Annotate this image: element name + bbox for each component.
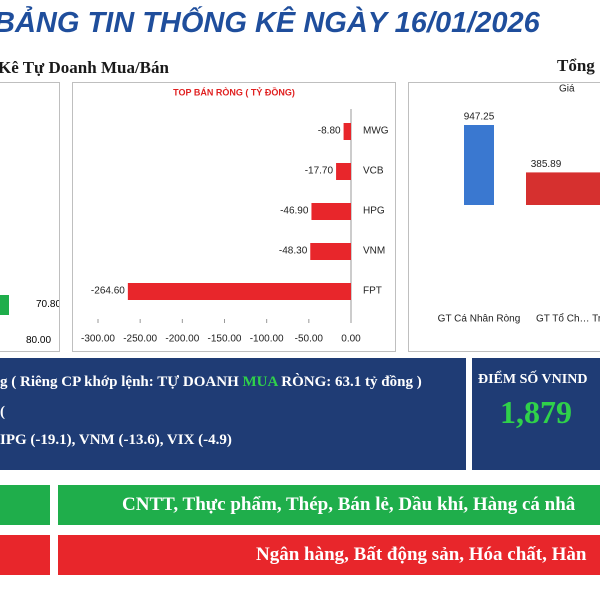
chart: Giá 947.25 GT Cá Nhân Ròng 385.89 GT Tổ Ch… … (438, 84, 600, 325)
center-panel: TOP BÁN RÒNG ( TỶ ĐỒNG) -300.00 -250.00 -20… (72, 82, 396, 352)
tag (0, 485, 50, 525)
chart-title: Giá (559, 84, 575, 95)
category-label: FPT (363, 286, 382, 297)
value-label: 70.80 (36, 299, 60, 310)
section-heading: Tổng (557, 56, 595, 75)
right-panel: Giá 947.25 GT Cá Nhân Ròng 385.89 GT Tổ Ch… … (408, 82, 600, 352)
x-tick-label: -250.00 (123, 334, 157, 345)
summary-line: g ( Riêng CP khớp lệnh: TỰ DOANH MUA RÒN… (0, 374, 422, 391)
sector-down: Ngân hàng, Bất động sản, Hóa chất, Hàn (58, 535, 600, 575)
text: g ( Riêng CP khớp lệnh: TỰ DOANH (0, 374, 243, 390)
text: RÒNG: 63.1 tỷ đồng ) (277, 374, 422, 390)
category-label: MWG (363, 126, 389, 137)
x-tick-label: -50.00 (295, 334, 324, 345)
value-label: 947.25 (464, 112, 495, 123)
index-value: 1,879 (500, 394, 572, 430)
x-tick-label: -100.00 (250, 334, 284, 345)
index-box: ĐIỂM SỐ VNIND 1,879 (472, 358, 600, 470)
category-label: GT Tổ Ch… Trong Nư… Ròng (536, 313, 600, 325)
category-label: HPG (363, 206, 385, 217)
category-label: VNM (363, 246, 385, 257)
x-tick-label: -150.00 (208, 334, 242, 345)
bar (464, 125, 494, 205)
summary-line: IPG (-19.1), VNM (-13.6), VIX (-4.9) (0, 432, 232, 448)
category-label: GT Cá Nhân Ròng (438, 314, 521, 325)
left-panel: 70.80 80.00 (0, 82, 60, 352)
tick-label: 80.00 (26, 335, 52, 346)
x-tick-label: -200.00 (165, 334, 199, 345)
category-label: VCB (363, 166, 384, 177)
chart: TOP BÁN RÒNG ( TỶ ĐỒNG) -300.00 -250.00 -20… (81, 86, 389, 345)
value-label: -46.90 (280, 206, 309, 217)
partial-bar (0, 295, 9, 315)
value-label: 385.89 (531, 159, 562, 170)
bar (127, 283, 351, 300)
index-label: ĐIỂM SỐ VNIND (478, 372, 588, 387)
chart-title: TOP BÁN RÒNG ( TỶ ĐỒNG) (173, 86, 295, 97)
value-label: -8.80 (318, 126, 341, 137)
bar (311, 203, 351, 220)
value-label: -48.30 (279, 246, 308, 257)
section-heading: Kê Tự Doanh Mua/Bán (0, 58, 169, 77)
bar (526, 172, 600, 205)
summary-line: ( (0, 404, 5, 420)
tag (0, 535, 50, 575)
page-title: BẢNG TIN THỐNG KÊ NGÀY 16/01/2026 (0, 7, 540, 39)
value-label: -264.60 (91, 286, 125, 297)
bar (336, 163, 351, 180)
summary-box: g ( Riêng CP khớp lệnh: TỰ DOANH MUA RÒN… (0, 358, 466, 470)
x-tick-label: -300.00 (81, 334, 115, 345)
highlight: MUA (242, 374, 278, 390)
bar (343, 123, 351, 140)
sector-up: CNTT, Thực phẩm, Thép, Bán lẻ, Dầu khí, … (58, 485, 600, 525)
value-label: -17.70 (305, 166, 334, 177)
x-tick-label: 0.00 (341, 334, 361, 345)
bar (310, 243, 351, 260)
